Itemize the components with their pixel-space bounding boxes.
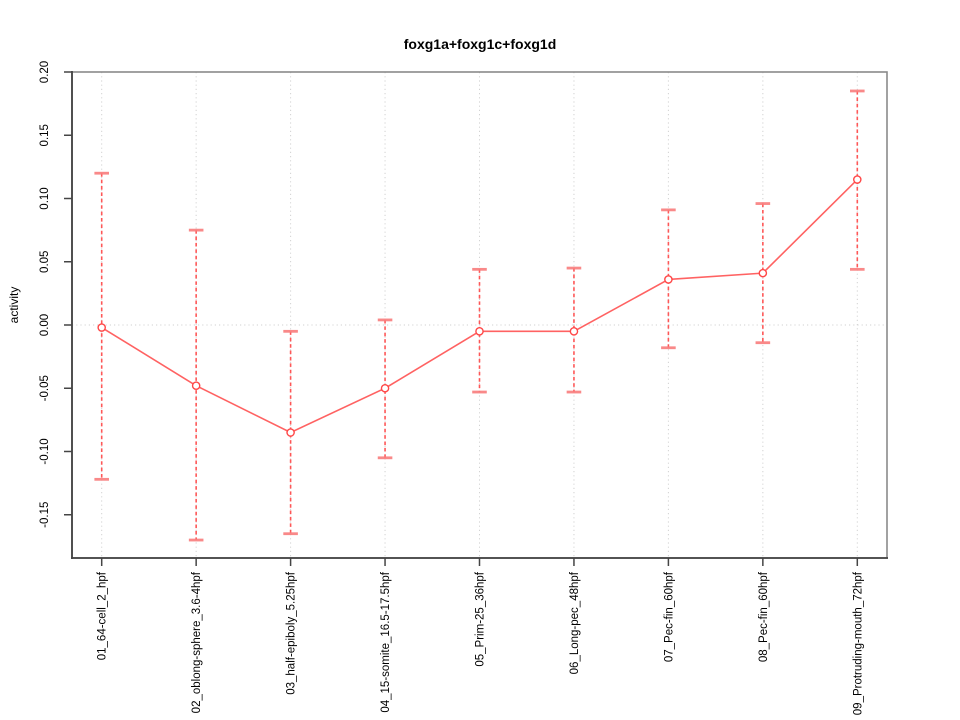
y-axis-label: activity — [7, 286, 21, 324]
y-tick-label: 0.10 — [39, 187, 51, 209]
x-tick-label: 03_half-epiboly_5.25hpf — [286, 571, 298, 695]
x-tick-label: 02_oblong-sphere_3.6-4hpf — [191, 571, 203, 713]
data-point — [475, 327, 484, 336]
data-point — [97, 323, 106, 332]
series-line — [101, 178, 858, 434]
y-tick-label: 0.20 — [39, 61, 51, 83]
y-tick-label: 0.15 — [39, 124, 51, 146]
data-point — [664, 275, 673, 284]
y-tick-label: -0.05 — [39, 375, 51, 401]
x-tick-label: 09_Protruding-mouth_72hpf — [852, 571, 864, 715]
y-tick-label: -0.15 — [39, 502, 51, 528]
data-point — [569, 327, 579, 336]
x-tick-label: 05_Prim-25_36hpf — [475, 571, 487, 666]
x-tick-label: 07_Pec-fin_60hpf — [663, 571, 675, 662]
y-tick-label: -0.10 — [39, 438, 51, 464]
y-tick-label: 0.05 — [39, 251, 51, 273]
x-tick-label: 06_Long-pec_48hpf — [569, 571, 581, 674]
x-tick-label: 04_15-somite_16.5-17.5hpf — [380, 571, 392, 712]
data-point — [758, 268, 768, 278]
x-tick-label: 08_Pec-fin_60hpf — [758, 571, 770, 662]
data-point — [853, 175, 862, 184]
data-point — [286, 428, 295, 437]
data-point — [380, 383, 390, 393]
y-tick-label: 0.00 — [39, 314, 51, 336]
x-tick-label: 01_64-cell_2_hpf — [97, 571, 109, 660]
chart-title: foxg1a+foxg1c+foxg1d — [403, 36, 557, 52]
data-point — [191, 381, 201, 391]
